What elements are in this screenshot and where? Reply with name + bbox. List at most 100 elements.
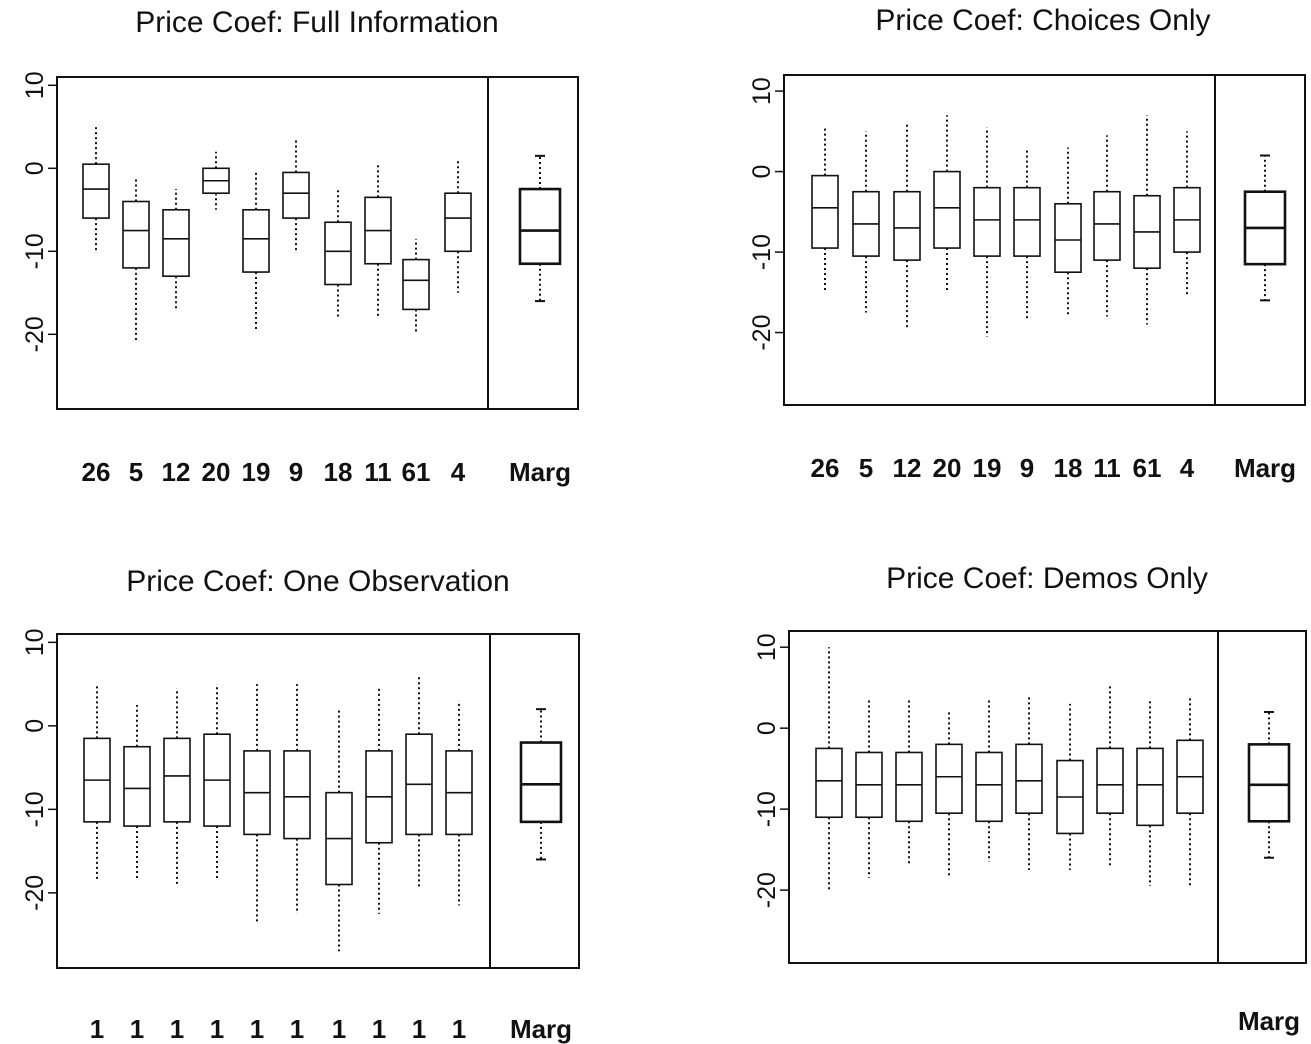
- box-body: [518, 187, 562, 266]
- chart-title: Price Coef: Choices Only: [875, 4, 1210, 37]
- y-tick-label: -10: [21, 791, 49, 827]
- box-5: [975, 699, 1003, 862]
- plot-frame: [56, 633, 580, 969]
- box-1: [83, 684, 111, 881]
- box-body: [1096, 747, 1124, 814]
- box-body: [1247, 743, 1291, 823]
- box-body: [815, 747, 843, 819]
- box-11: [1243, 154, 1287, 302]
- x-category-label: 11: [1093, 453, 1121, 483]
- box-body: [123, 745, 151, 827]
- y-tick-label: 10: [21, 71, 49, 99]
- box-body: [282, 171, 310, 219]
- box-5: [243, 684, 271, 923]
- box-2: [123, 704, 151, 881]
- y-tick-label: -10: [748, 234, 776, 270]
- y-tick-label: 0: [753, 721, 781, 735]
- y-tick-label: 0: [748, 165, 776, 179]
- box-10: [444, 160, 472, 293]
- box-body: [283, 750, 311, 840]
- box-3: [162, 189, 190, 310]
- box-body: [1015, 743, 1043, 814]
- x-category-label: 4: [451, 457, 466, 487]
- x-category-label: 20: [202, 457, 231, 487]
- x-category-label: 11: [364, 457, 392, 487]
- x-category-label: 1: [290, 1014, 304, 1044]
- box-body: [122, 200, 150, 269]
- box-body: [1054, 202, 1082, 273]
- box-body: [1013, 186, 1041, 257]
- box-6: [283, 684, 311, 914]
- box-1: [815, 647, 843, 891]
- x-category-label: 1: [170, 1014, 184, 1044]
- x-category-label: 26: [82, 457, 111, 487]
- box-7: [1056, 703, 1084, 870]
- box-8: [1093, 135, 1121, 317]
- y-tick-label: -20: [21, 875, 49, 911]
- box-body: [973, 186, 1001, 257]
- box-4: [933, 115, 961, 293]
- y-tick-label: -20: [21, 316, 49, 352]
- box-10: [445, 700, 473, 906]
- plot-frame: [788, 630, 1307, 964]
- x-category-label: 1: [250, 1014, 264, 1044]
- x-category-label: 1: [412, 1014, 426, 1044]
- y-tick-label: -20: [748, 314, 776, 350]
- x-category-label: 1: [372, 1014, 386, 1044]
- box-body: [893, 190, 921, 261]
- box-4: [203, 684, 231, 881]
- box-9: [405, 675, 433, 889]
- box-4: [202, 151, 230, 210]
- box-body: [242, 209, 270, 273]
- x-category-label: 1: [452, 1014, 466, 1044]
- box-11: [1247, 710, 1291, 859]
- box-8: [364, 164, 392, 318]
- x-category-label: 1: [210, 1014, 224, 1044]
- x-category-label: 18: [324, 457, 353, 487]
- x-category-label: 19: [242, 457, 271, 487]
- chart-panel-2: Price Coef: Choices Only 10 0 -10 -20 26 5 12 20…: [748, 4, 1306, 483]
- y-tick-label: -10: [753, 791, 781, 827]
- box-1: [811, 127, 839, 293]
- x-category-label: 61: [1133, 453, 1162, 483]
- x-category-label: 12: [893, 453, 922, 483]
- box-2: [122, 176, 150, 343]
- box-7: [325, 709, 353, 952]
- x-category-label: 19: [973, 453, 1002, 483]
- y-tick-label: 0: [21, 719, 49, 733]
- x-category-label: 12: [162, 457, 191, 487]
- box-7: [324, 189, 352, 318]
- box-9: [1133, 115, 1161, 325]
- box-6: [1013, 147, 1041, 321]
- x-category-label: Marg: [510, 1014, 572, 1044]
- box-4: [935, 711, 963, 878]
- x-category-label: Marg: [1234, 453, 1296, 483]
- x-category-label: 1: [90, 1014, 104, 1044]
- y-tick-label: 0: [21, 161, 49, 175]
- box-body: [519, 741, 563, 824]
- x-category-label: 5: [859, 453, 873, 483]
- y-tick-label: -10: [21, 233, 49, 269]
- box-2: [852, 131, 880, 313]
- x-category-label: 4: [1180, 453, 1195, 483]
- box-11: [518, 154, 562, 303]
- x-category-label: 26: [811, 453, 840, 483]
- box-5: [973, 127, 1001, 337]
- box-8: [1096, 683, 1124, 866]
- box-body: [975, 751, 1003, 823]
- x-category-label: 20: [933, 453, 962, 483]
- y-tick-label: 10: [21, 628, 49, 656]
- x-category-label: 9: [289, 457, 303, 487]
- y-tick-label: -20: [753, 872, 781, 908]
- chart-panel-4: Price Coef: Demos Only 10 0 -10 -20 Marg: [753, 562, 1307, 1036]
- x-category-label: 18: [1054, 453, 1083, 483]
- box-body: [811, 174, 839, 249]
- box-body: [895, 751, 923, 823]
- box-3: [895, 699, 923, 866]
- chart-panel-1: Price Coef: Full Information 10 0 -10 -20 26 5…: [21, 6, 579, 487]
- x-category-label: 5: [129, 457, 143, 487]
- box-body: [1093, 190, 1121, 261]
- box-body: [933, 170, 961, 249]
- box-5: [242, 172, 270, 331]
